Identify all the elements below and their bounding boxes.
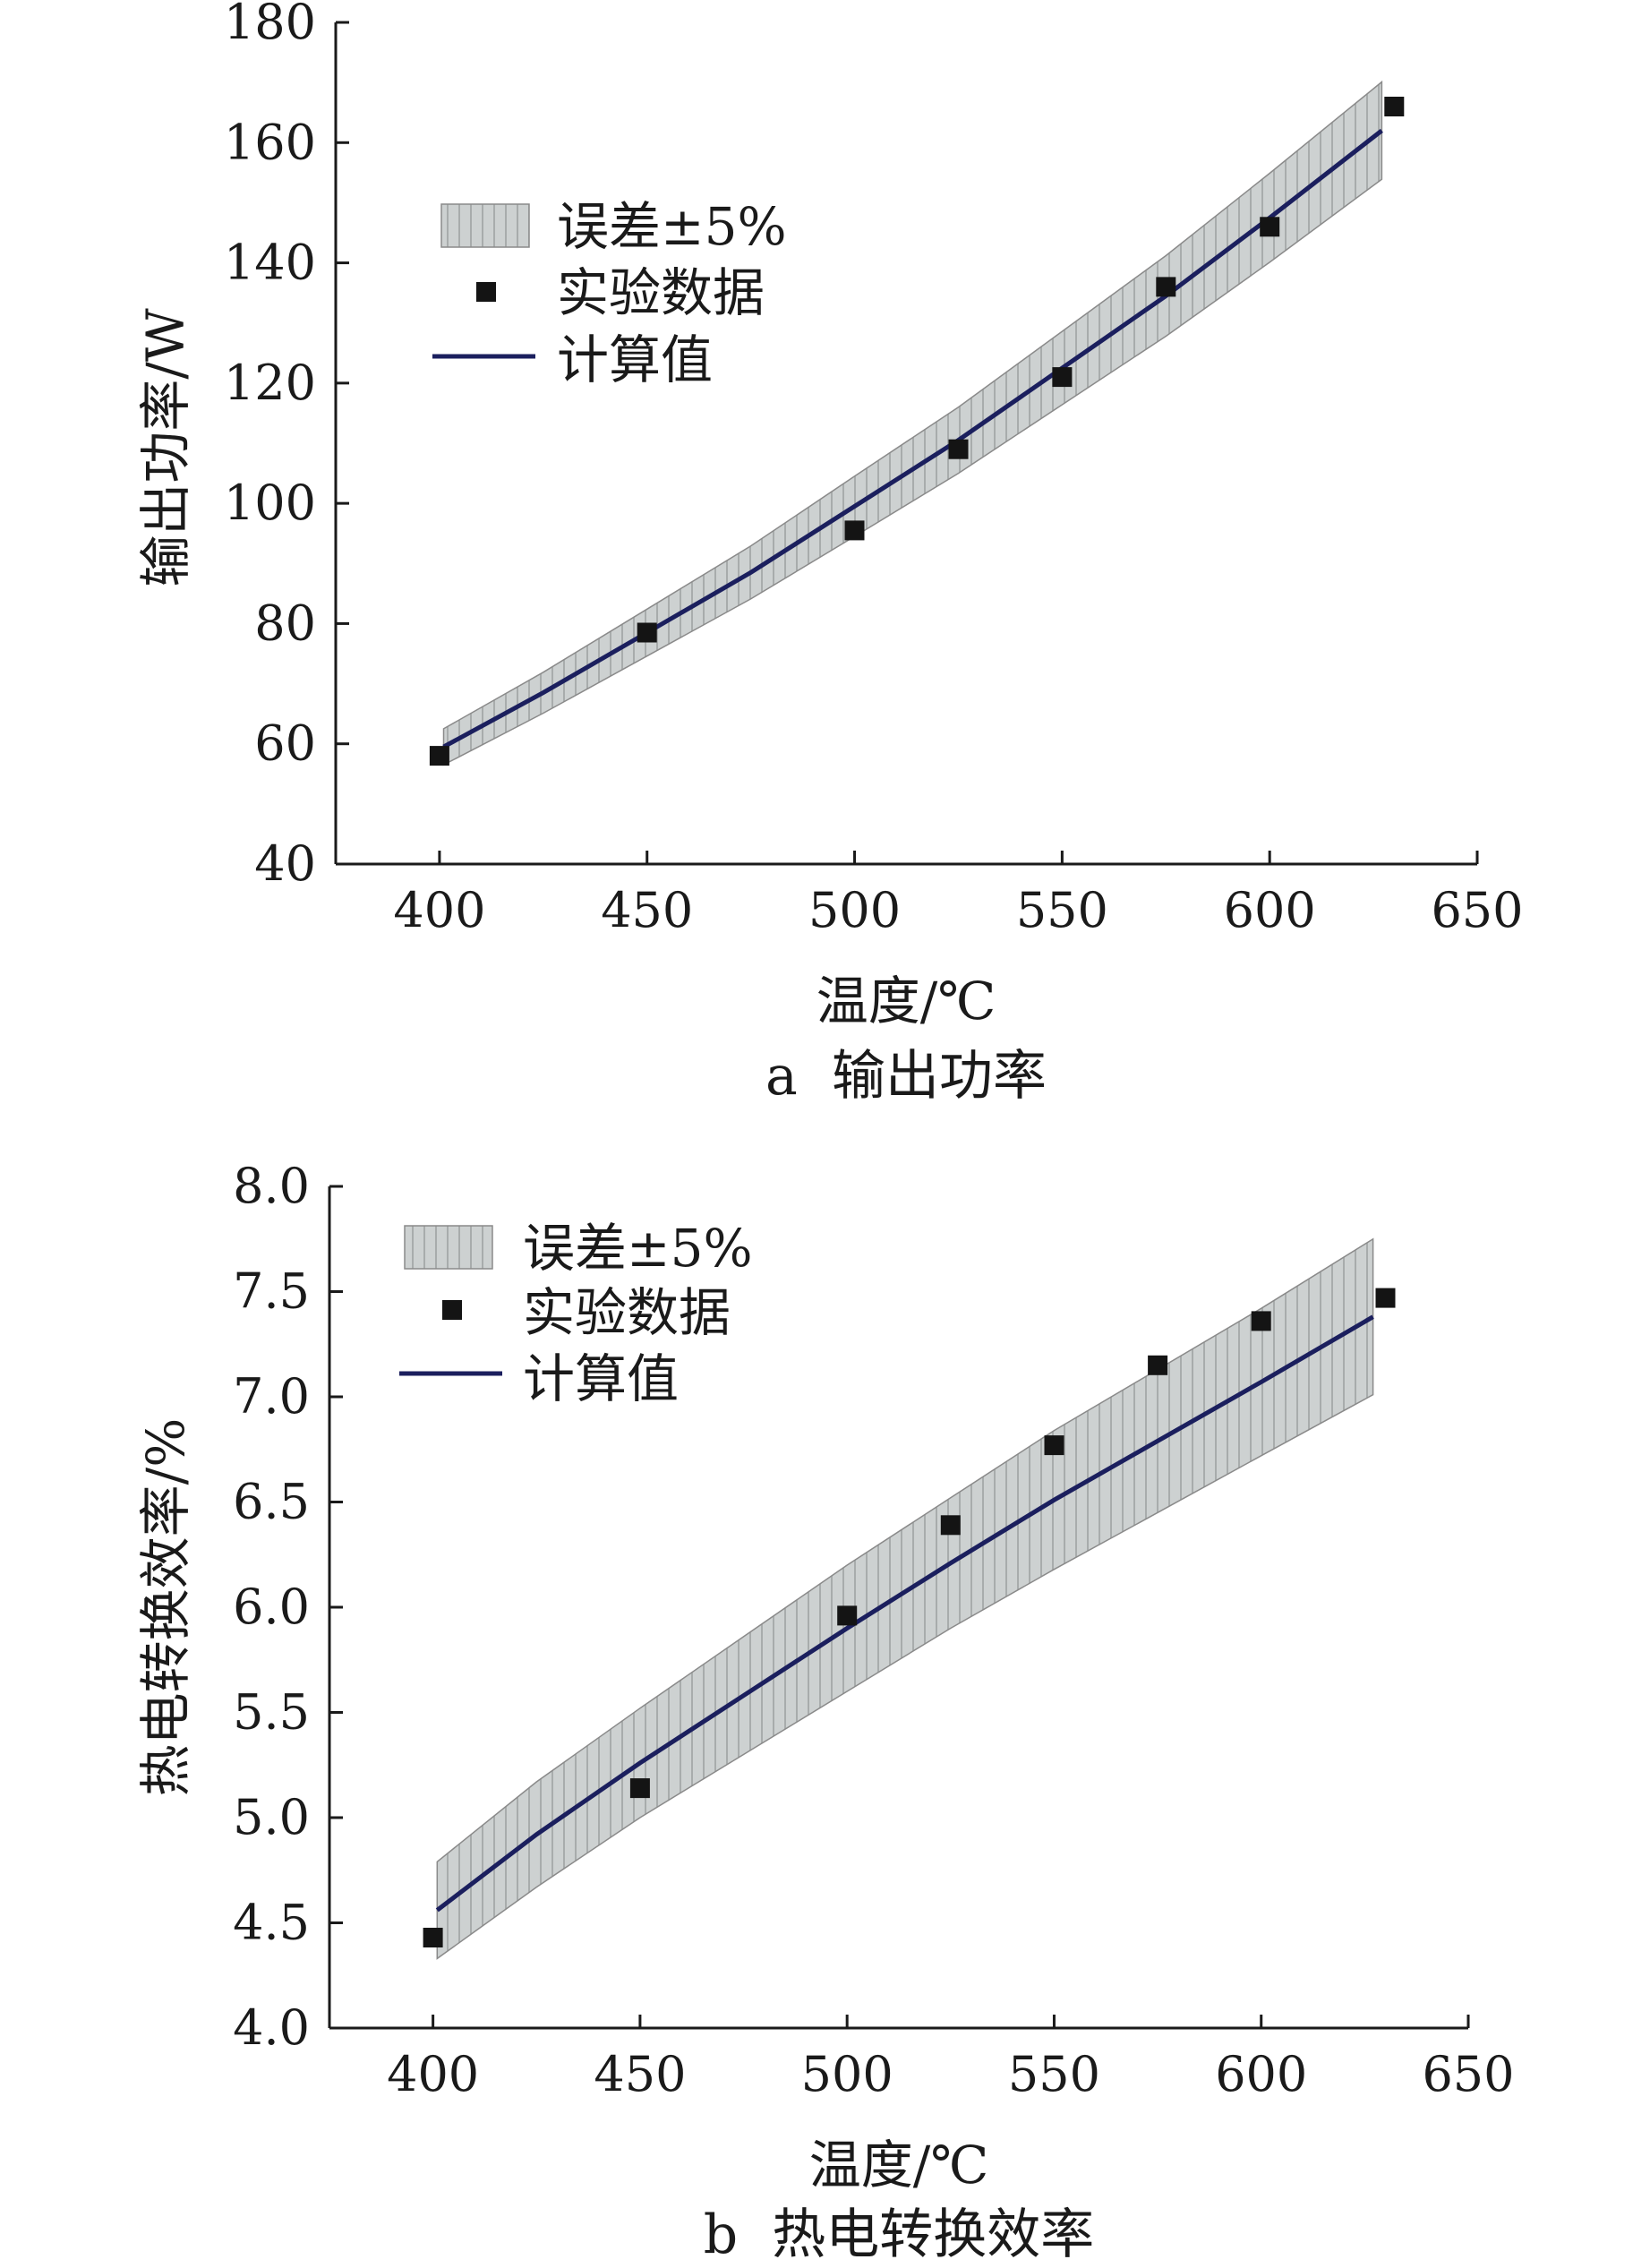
y-tick-label: 4.0 bbox=[233, 1999, 310, 2056]
data-point bbox=[1148, 1355, 1168, 1375]
x-tick-label: 550 bbox=[1008, 2046, 1100, 2102]
y-tick-label: 140 bbox=[224, 235, 316, 291]
data-point bbox=[1156, 277, 1176, 297]
legend-point-swatch bbox=[476, 282, 496, 302]
data-point bbox=[940, 1515, 961, 1536]
chart-a-x-axis-title: 温度/℃ bbox=[816, 971, 996, 1031]
chart-b: 4.0 4.5 5.0 5.5 6.0 6.5 7.0 7.5 8.0 400 450 500 550… bbox=[135, 1158, 1515, 2266]
y-tick-label: 5.0 bbox=[233, 1789, 310, 1845]
y-tick-label: 180 bbox=[224, 0, 316, 50]
chart-b-y-ticks: 4.0 4.5 5.0 5.5 6.0 6.5 7.0 7.5 8.0 bbox=[233, 1158, 343, 2056]
y-tick-label: 40 bbox=[254, 835, 316, 892]
legend-band-label: 误差±5% bbox=[557, 196, 787, 257]
chart-a-y-axis-title: 输出功率/W bbox=[135, 308, 196, 587]
chart-b-caption: b 热电转换效率 bbox=[704, 2204, 1095, 2266]
x-tick-label: 600 bbox=[1215, 2046, 1307, 2102]
y-tick-label: 160 bbox=[224, 114, 316, 170]
y-tick-label: 80 bbox=[254, 595, 316, 651]
y-tick-label: 60 bbox=[254, 715, 316, 772]
legend-band-swatch bbox=[404, 1225, 493, 1270]
x-tick-label: 650 bbox=[1431, 882, 1523, 938]
y-tick-label: 120 bbox=[224, 355, 316, 411]
y-tick-label: 7.5 bbox=[233, 1263, 310, 1320]
chart-b-plot bbox=[423, 1237, 1396, 1960]
data-point bbox=[629, 1778, 650, 1799]
y-tick-label: 7.0 bbox=[233, 1368, 310, 1425]
legend-line-label: 计算值 bbox=[523, 1348, 679, 1409]
chart-a-caption: a 输出功率 bbox=[765, 1045, 1047, 1108]
x-tick-label: 400 bbox=[387, 2046, 479, 2102]
chart-a: 40 60 80 100 120 140 160 180 400 450 500 550 600 650… bbox=[135, 0, 1524, 1108]
y-tick-label: 8.0 bbox=[233, 1158, 310, 1214]
chart-a-x-ticks: 400 450 500 550 600 650 bbox=[393, 851, 1524, 938]
x-tick-label: 450 bbox=[601, 882, 693, 938]
data-point bbox=[1052, 367, 1073, 388]
data-point bbox=[429, 746, 449, 766]
y-tick-label: 6.0 bbox=[233, 1579, 310, 1635]
legend-point-label: 实验数据 bbox=[523, 1282, 731, 1343]
chart-a-legend: 误差±5% 实验数据 计算值 bbox=[432, 196, 787, 390]
data-point bbox=[423, 1928, 443, 1947]
legend-band-label: 误差±5% bbox=[523, 1218, 753, 1279]
chart-b-x-axis-title: 温度/℃ bbox=[809, 2135, 988, 2195]
error-band bbox=[442, 80, 1383, 766]
legend-point-label: 实验数据 bbox=[557, 262, 765, 323]
x-tick-label: 650 bbox=[1422, 2046, 1514, 2102]
data-point bbox=[1251, 1311, 1271, 1331]
data-point bbox=[1260, 217, 1280, 237]
legend-point-swatch bbox=[442, 1300, 462, 1320]
chart-b-y-axis-title: 热电转换效率/% bbox=[135, 1418, 196, 1797]
x-tick-label: 500 bbox=[801, 2046, 893, 2102]
data-point bbox=[637, 622, 657, 643]
legend-band-swatch bbox=[440, 203, 530, 248]
data-point bbox=[837, 1605, 858, 1626]
y-tick-label: 100 bbox=[224, 475, 316, 531]
error-band bbox=[436, 1237, 1374, 1960]
calculated-line bbox=[435, 1314, 1374, 1913]
y-tick-label: 4.5 bbox=[233, 1895, 310, 1951]
legend-line-label: 计算值 bbox=[557, 330, 713, 390]
chart-a-plot bbox=[429, 80, 1405, 766]
x-tick-label: 400 bbox=[393, 882, 485, 938]
x-tick-label: 450 bbox=[594, 2046, 686, 2102]
y-tick-label: 5.5 bbox=[233, 1684, 310, 1741]
x-tick-label: 600 bbox=[1224, 882, 1316, 938]
data-point bbox=[948, 439, 969, 459]
data-point bbox=[1044, 1435, 1064, 1456]
chart-b-x-ticks: 400 450 500 550 600 650 bbox=[387, 2015, 1515, 2102]
chart-b-legend: 误差±5% 实验数据 计算值 bbox=[399, 1218, 753, 1409]
chart-a-y-ticks: 40 60 80 100 120 140 160 180 bbox=[224, 0, 349, 892]
calculated-line bbox=[442, 128, 1383, 749]
data-point bbox=[844, 520, 865, 541]
x-tick-label: 500 bbox=[808, 882, 901, 938]
y-tick-label: 6.5 bbox=[233, 1474, 310, 1530]
x-tick-label: 550 bbox=[1016, 882, 1108, 938]
data-point bbox=[1384, 97, 1405, 116]
data-point bbox=[1375, 1288, 1396, 1308]
